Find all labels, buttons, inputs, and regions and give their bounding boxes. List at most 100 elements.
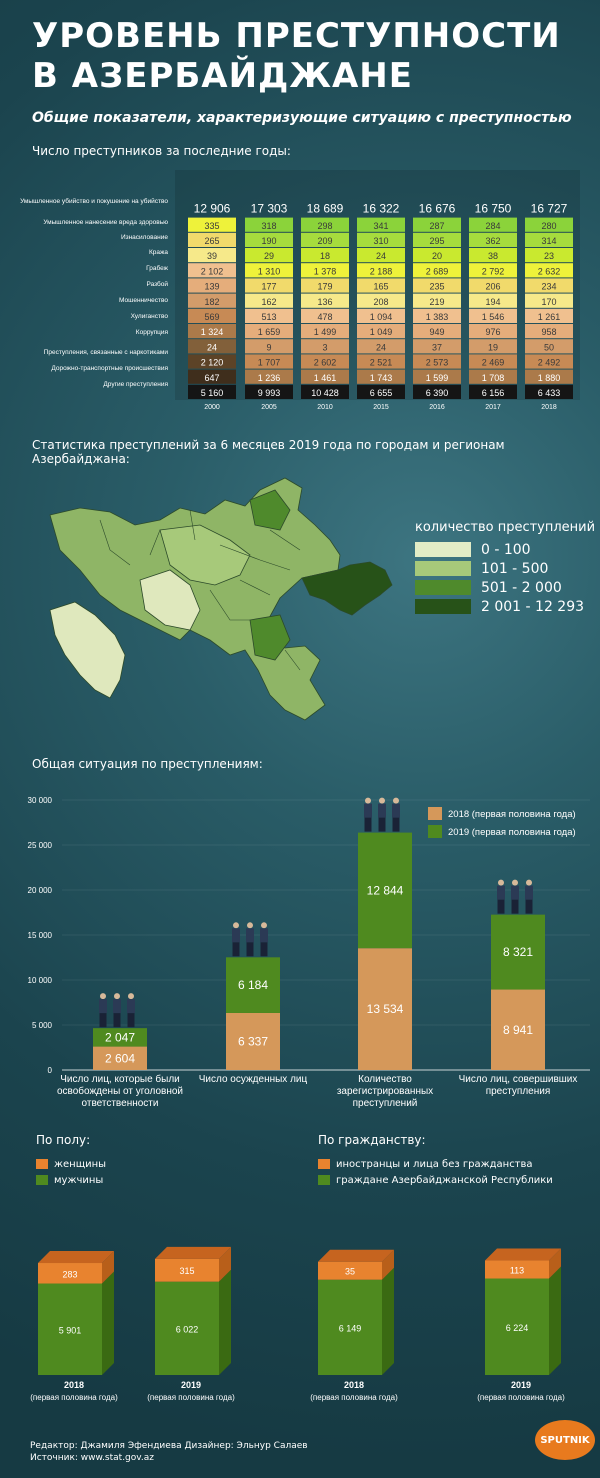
x-tick-label: 2015 [373,404,389,411]
person-head [100,993,106,1000]
map-region-north [249,489,291,531]
citizenship-legend: иностранцы и лица без гражданства гражда… [318,1156,553,1188]
data-label: 2 573 [426,358,449,368]
bar-segment [245,293,293,308]
bar-2019 [491,914,545,990]
map-legend-title: количество преступлений [415,520,596,535]
map-region-south [249,614,291,661]
data-label: 29 [264,251,274,261]
bar-segment [301,278,349,293]
data-label: 190 [261,236,276,246]
gender-legend-item: мужчины [36,1172,106,1188]
bar-segment [188,263,236,278]
data-label: 1 880 [538,373,561,383]
data-label: 647 [204,373,219,383]
category-label: Изнасилование [121,234,168,241]
category-label: Количество [358,1074,412,1085]
category-label: зарегистрированных [337,1086,433,1097]
category-label: Число осужденных лиц [199,1074,308,1085]
data-label-2019: 2 047 [105,1030,135,1044]
bar-segment [245,217,293,232]
data-label: 2 689 [426,266,449,276]
bar-segment [245,278,293,293]
bar-segment [469,248,517,263]
person-body [525,885,533,900]
bar-segment [301,324,349,339]
bar-segment [188,339,236,354]
data-label: 5 160 [201,388,224,398]
data-label: 335 [204,221,219,231]
legend-swatch-women [36,1159,48,1169]
category-sublabel: (первая половина года) [310,1393,398,1402]
person-body [127,999,135,1014]
data-label: 1 378 [314,266,337,276]
gender-legend-item: женщины [36,1156,106,1172]
bar-segment [245,324,293,339]
bar-top-orange [38,1251,114,1264]
legend-label: 101 - 500 [481,560,549,577]
data-label: 280 [541,221,556,231]
category-label: 2018 [344,1380,364,1390]
footer-credits: Редактор: Джамиля Эфендиева Дизайнер: Эл… [30,1441,308,1451]
bar-segment [525,232,573,247]
bar-segment [525,354,573,369]
y-tick-label: 5 000 [32,1021,53,1030]
bar-segment [525,324,573,339]
people-icon [497,879,533,914]
map-region-karabakh [139,569,201,631]
section-title-overall: Общая ситуация по преступлениям: [32,757,263,771]
bar-segment [188,369,236,384]
data-label: 2 469 [482,358,505,368]
data-label: 2 632 [538,266,561,276]
legend-swatch-foreigners [318,1159,330,1169]
bar-segment [413,308,461,323]
bar-segment [525,293,573,308]
person-head [233,922,239,929]
x-tick-label: 2005 [261,404,277,411]
data-label: 6 224 [506,1323,529,1333]
bar-segment [301,369,349,384]
data-label: 6 433 [538,388,561,398]
data-label: 113 [510,1266,524,1276]
bar-segment [469,339,517,354]
data-label: 2 792 [482,266,505,276]
bar-side-orange [382,1249,394,1280]
bar-segment [357,308,405,323]
data-label: 1 049 [370,327,393,337]
legend-label: 0 - 100 [481,541,531,558]
legend-swatch-citizens [318,1175,330,1185]
bar-segment [301,232,349,247]
category-label: Грабеж [146,264,169,272]
legend-label-foreigners: иностранцы и лица без гражданства [336,1158,533,1170]
y-tick-label: 25 000 [28,841,53,850]
data-label: 1 499 [314,327,337,337]
data-label: 2 102 [201,266,224,276]
data-label: 314 [541,236,556,246]
person-body [378,803,386,818]
data-label: 165 [373,282,388,292]
bar-segment [245,354,293,369]
person-head [379,797,385,804]
citizenship-section-title: По гражданству: [318,1133,426,1147]
bar-segment [413,339,461,354]
data-label: 24 [376,342,386,352]
map-legend-item: 501 - 2 000 [415,578,584,597]
bar-segment [525,217,573,232]
data-label: 949 [429,327,444,337]
bar-segment [469,278,517,293]
bar-segment [525,384,573,399]
data-label: 341 [373,221,388,231]
y-tick-label: 30 000 [28,796,53,805]
bar-side-orange [219,1246,231,1282]
y-tick-label: 10 000 [28,976,53,985]
bar-segment [413,248,461,263]
legend-swatch-2018 [428,807,442,820]
bar-side-green [219,1269,231,1375]
bar-2019 [93,1028,147,1047]
bar-segment [413,354,461,369]
gender-legend: женщины мужчины [36,1156,106,1188]
data-label: 2 188 [370,266,393,276]
data-label: 234 [541,282,556,292]
section-title-offenders: Число преступников за последние годы: [32,144,291,158]
bar-side-green [549,1266,561,1375]
